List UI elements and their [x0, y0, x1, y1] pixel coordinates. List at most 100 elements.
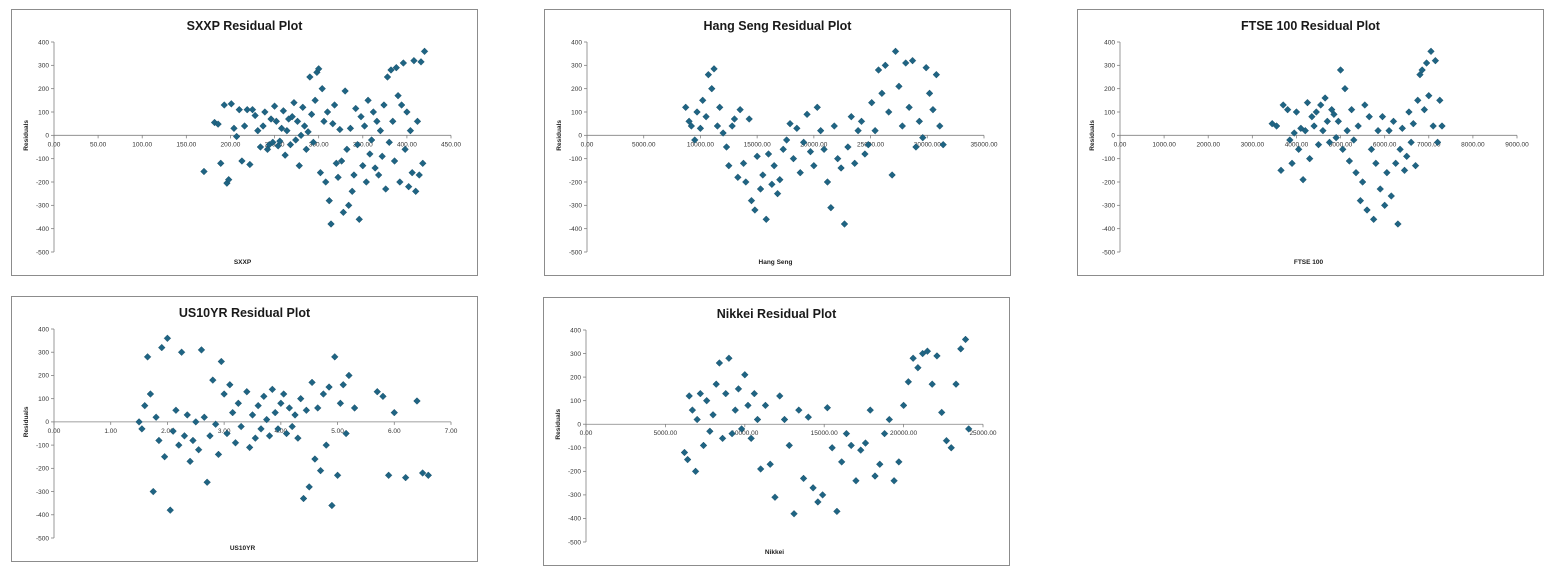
- scatter-point: [923, 347, 932, 355]
- y-tick-label: 200: [571, 86, 582, 93]
- y-tick-label: 400: [1104, 39, 1115, 46]
- scatter-point: [261, 108, 269, 116]
- scatter-point: [891, 47, 900, 56]
- scatter-point: [364, 96, 372, 105]
- y-tick-label: -300: [36, 489, 49, 496]
- x-tick-label: 15000.00: [744, 141, 771, 148]
- scatter-point: [418, 469, 427, 477]
- scatter-point: [881, 61, 889, 70]
- scatter-point: [353, 140, 362, 149]
- scatter-point: [728, 122, 736, 130]
- scatter-point: [362, 178, 370, 186]
- scatter-point: [214, 120, 222, 128]
- scatter-point: [318, 84, 326, 93]
- scatter-point: [895, 82, 903, 91]
- y-tick-label: -200: [36, 466, 49, 473]
- scatter-point: [403, 108, 411, 116]
- scatter-point: [288, 422, 296, 431]
- y-axis-label: Residuals: [556, 120, 563, 151]
- scatter-point: [776, 392, 784, 400]
- scatter-point: [918, 349, 927, 358]
- scatter-point: [345, 371, 353, 380]
- y-tick-label: 0: [45, 419, 49, 426]
- scatter-point: [713, 122, 722, 130]
- scatter-point: [741, 371, 749, 379]
- x-tick-label: 100.00: [132, 141, 152, 148]
- x-tick-label: 10000.00: [687, 141, 714, 148]
- scatter-point: [898, 122, 907, 130]
- x-tick-label: 6000.00: [1373, 141, 1397, 148]
- scatter-point: [1312, 108, 1320, 116]
- chart-title: Hang Seng Residual Plot: [704, 19, 853, 33]
- scatter-point: [373, 117, 381, 126]
- scatter-point: [245, 443, 254, 452]
- x-axis-label: SXXP: [234, 259, 252, 266]
- scatter-point: [396, 178, 404, 186]
- scatter-point: [799, 138, 808, 147]
- scatter-point: [240, 122, 249, 130]
- x-tick-label: 6.00: [388, 428, 401, 435]
- scatter-point: [397, 101, 406, 109]
- x-tick-label: 0.00: [581, 141, 594, 148]
- scatter-point: [390, 408, 398, 417]
- scatter-point: [410, 56, 418, 65]
- scatter-point: [902, 59, 910, 67]
- x-tick-label: 3000.00: [1241, 141, 1265, 148]
- y-tick-label: -200: [1102, 179, 1115, 186]
- scatter-point: [938, 408, 946, 417]
- scatter-point: [408, 168, 416, 177]
- scatter-point: [789, 154, 798, 163]
- scatter-point: [297, 394, 305, 403]
- scatter-point: [206, 432, 214, 440]
- scatter-point: [782, 136, 791, 144]
- scatter-point: [1314, 140, 1323, 149]
- scatter-point: [1292, 108, 1301, 116]
- scatter-point: [785, 441, 793, 450]
- scatter-point: [914, 364, 922, 372]
- x-tick-label: 8000.00: [1461, 141, 1485, 148]
- y-axis-label: Residuals: [23, 406, 30, 437]
- scatter-point: [871, 126, 879, 135]
- nikkei-chart-svg: Nikkei Residual Plot 400 300 200 100 0 -100 -20…: [555, 307, 997, 556]
- scatter-point: [696, 124, 705, 133]
- scatter-point: [290, 98, 298, 107]
- scatter-point: [742, 178, 750, 186]
- scatter-point: [203, 478, 211, 486]
- scatter-point: [336, 399, 345, 407]
- scatter-point: [957, 345, 965, 353]
- scatter-point: [861, 150, 869, 158]
- scatter-point: [803, 110, 811, 119]
- y-tick-label: 0: [45, 133, 49, 140]
- scatter-point: [1392, 159, 1400, 168]
- scatter-point: [1367, 145, 1376, 154]
- x-tick-label: 350.00: [353, 141, 373, 148]
- sxxp-chart-svg: SXXP Residual Plot 400 300 200 100 0 -100 -200 -…: [23, 19, 461, 266]
- scatter-point: [192, 418, 200, 426]
- scatter-point: [734, 385, 743, 393]
- scatter-point: [725, 354, 733, 362]
- scatter-point: [1336, 66, 1345, 74]
- scatter-point: [750, 389, 759, 398]
- scatter-point: [1356, 196, 1365, 205]
- scatter-point: [899, 401, 908, 410]
- scatter-point: [706, 427, 714, 435]
- scatter-point: [383, 73, 392, 81]
- scatter-point: [291, 411, 299, 419]
- y-tick-label: -400: [568, 516, 581, 523]
- y-axis-label: Residuals: [23, 120, 30, 151]
- x-tick-label: 2.00: [161, 428, 174, 435]
- scatter-point: [861, 439, 870, 447]
- scatter-point: [851, 159, 859, 168]
- scatter-point: [1376, 185, 1384, 193]
- scatter-point: [316, 466, 325, 475]
- scatter-point: [166, 506, 174, 514]
- y-tick-label: -100: [1102, 156, 1115, 163]
- x-tick-label: 1.00: [104, 428, 117, 435]
- scatter-point: [1411, 161, 1420, 170]
- scatter-point: [267, 115, 275, 123]
- x-tick-label: 2000.00: [1196, 141, 1220, 148]
- y-tick-label: -500: [569, 249, 582, 256]
- scatter-point: [152, 413, 160, 421]
- scatter-point: [756, 465, 765, 473]
- scatter-point: [1339, 145, 1347, 154]
